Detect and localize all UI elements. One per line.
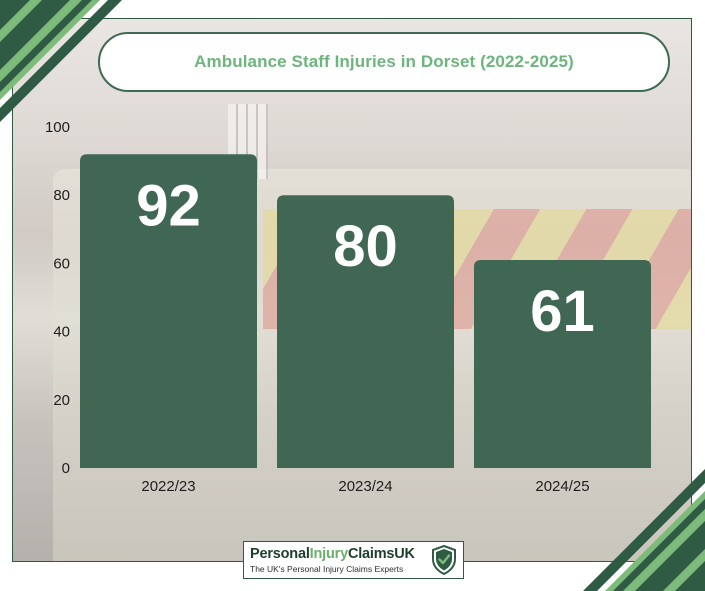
x-tick-label: 2022/23 xyxy=(141,478,195,495)
bar-value-label: 92 xyxy=(136,173,201,238)
logo-tagline: The UK's Personal Injury Claims Experts xyxy=(250,563,404,574)
logo-name: PersonalInjuryClaimsUK xyxy=(250,547,431,562)
logo-name-part-3: ClaimsUK xyxy=(347,546,415,562)
bar xyxy=(80,154,257,468)
logo-name-part-2: Injury xyxy=(309,546,348,562)
y-tick-label: 20 xyxy=(53,392,70,409)
shield-check-icon xyxy=(432,545,456,575)
corner-decoration-bottom-right xyxy=(583,469,705,591)
bar xyxy=(474,259,651,468)
x-tick-label: 2023/24 xyxy=(338,478,392,495)
corner-decoration-top-left xyxy=(0,0,122,122)
y-tick-label: 80 xyxy=(53,187,70,204)
logo-name-part-1: Personal xyxy=(250,546,310,562)
bar xyxy=(277,195,454,468)
bar-value-label: 80 xyxy=(333,214,398,279)
x-tick-label: 2024/25 xyxy=(535,478,589,495)
y-tick-label: 40 xyxy=(53,324,70,341)
y-tick-label: 0 xyxy=(62,460,70,477)
y-tick-label: 100 xyxy=(45,119,70,136)
y-tick-label: 60 xyxy=(53,255,70,272)
chart-title: Ambulance Staff Injuries in Dorset (2022… xyxy=(194,52,574,71)
bar-value-label: 61 xyxy=(530,279,595,344)
brand-logo: PersonalInjuryClaimsUK The UK's Personal… xyxy=(243,541,464,579)
title-box: Ambulance Staff Injuries in Dorset (2022… xyxy=(98,32,670,92)
logo-text: PersonalInjuryClaimsUK The UK's Personal… xyxy=(250,547,431,573)
